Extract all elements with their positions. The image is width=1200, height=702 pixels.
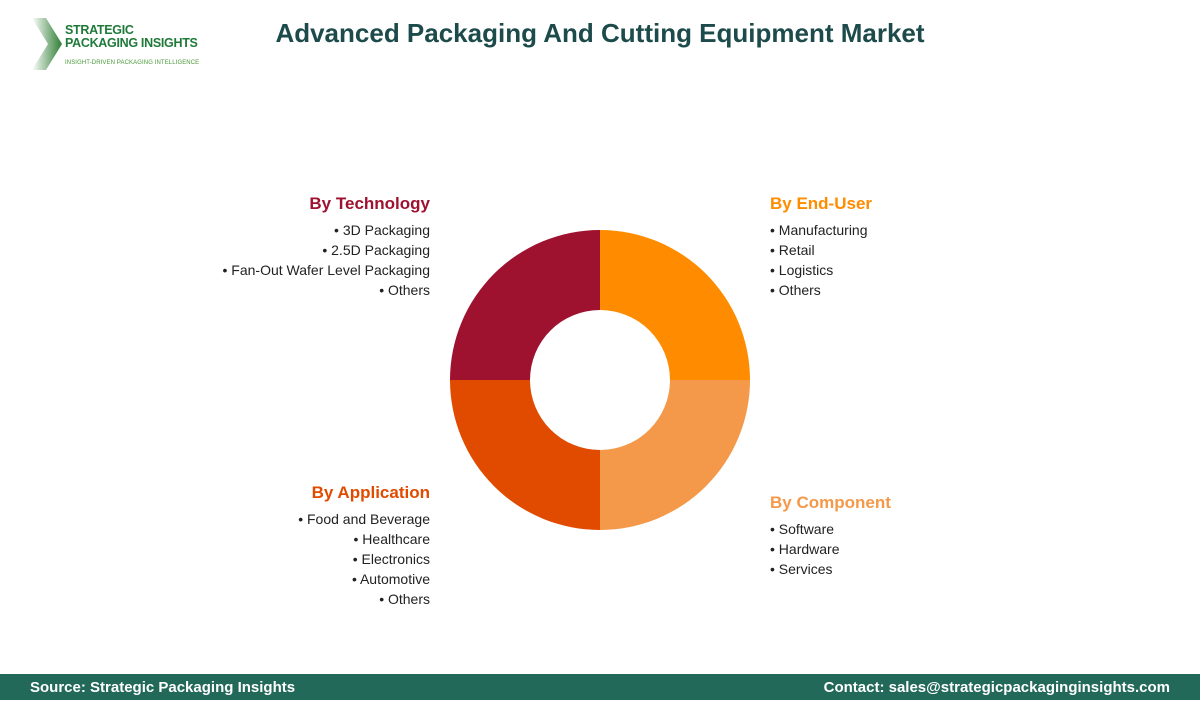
donut-chart (450, 230, 750, 530)
legend-item: • Hardware (770, 541, 840, 557)
group-title: By End-User (770, 194, 873, 213)
legend-item: • Healthcare (353, 531, 431, 547)
logo-chevron-icon (32, 18, 62, 70)
group-title: By Application (311, 483, 430, 502)
legend-item: • 3D Packaging (334, 222, 430, 238)
legend-item: • Software (770, 521, 835, 537)
donut-segment (450, 380, 600, 530)
legend-item: • Retail (770, 242, 815, 258)
legend-item: • Others (379, 591, 430, 607)
group-component: By Component • Software • Hardware • Servic… (770, 493, 891, 579)
logo-tagline: INSIGHT-DRIVEN PACKAGING INTELLIGENCE (65, 60, 200, 66)
group-title: By Component (770, 493, 891, 512)
legend-item: • Manufacturing (770, 222, 868, 238)
legend-item: • 2.5D Packaging (322, 242, 430, 258)
page-title: Advanced Packaging And Cutting Equipment… (275, 18, 925, 48)
group-application: By Application • Food and Beverage • Healt… (298, 483, 430, 609)
legend-item: • Others (770, 282, 821, 298)
donut-segment (600, 230, 750, 380)
group-title: By Technology (309, 194, 430, 213)
legend-item: • Logistics (770, 262, 834, 278)
legend-item: • Electronics (352, 551, 430, 567)
legend-item: • Food and Beverage (298, 511, 430, 527)
donut-segment (600, 380, 750, 530)
legend-item: • Others (379, 282, 430, 298)
source-text: Source: Strategic Packaging Insights (30, 679, 296, 696)
group-end-user: By End-User • Manufacturing • Retail • Logi… (770, 194, 872, 300)
legend-item: • Services (770, 561, 833, 577)
footer: Source: Strategic Packaging Insights Con… (0, 674, 1200, 700)
logo: STRATEGIC PACKAGING INSIGHTS INSIGHT-DRIV… (32, 18, 202, 72)
contact-text: Contact: sales@strategicpackaginginsight… (823, 679, 1170, 696)
group-technology: By Technology • 3D Packaging • 2.5D Packag… (223, 194, 430, 300)
legend-item: • Automotive (351, 571, 430, 587)
donut-segment (450, 230, 600, 380)
logo-text: STRATEGIC PACKAGING INSIGHTS (65, 23, 198, 50)
legend-item: • Fan-Out Wafer Level Packaging (222, 262, 430, 278)
